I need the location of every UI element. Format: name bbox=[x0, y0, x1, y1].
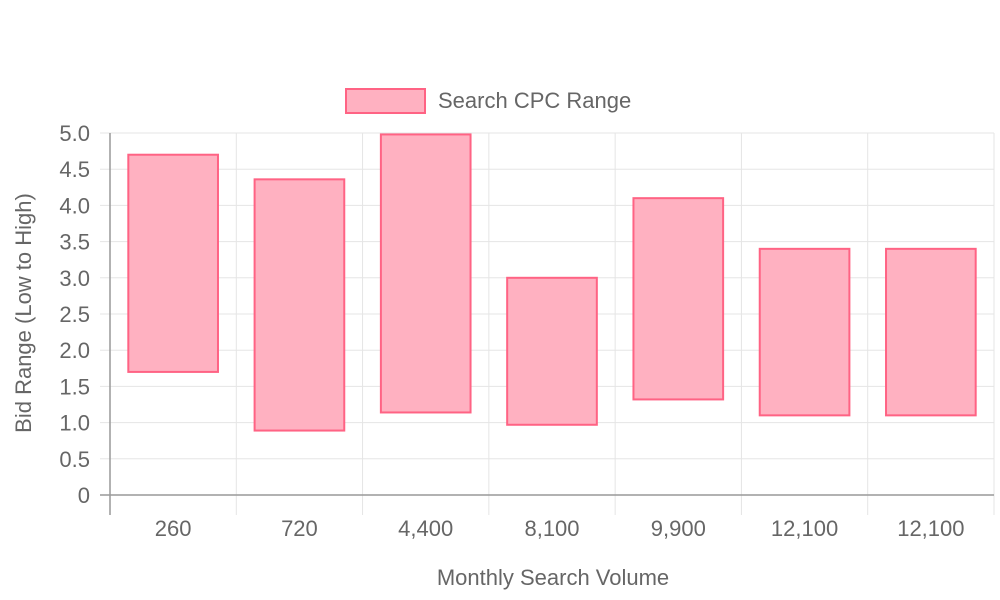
y-tick-label: 3.5 bbox=[59, 230, 90, 255]
x-tick-label: 8,100 bbox=[524, 516, 579, 541]
y-tick-label: 1.5 bbox=[59, 374, 90, 399]
legend-swatch[interactable] bbox=[345, 88, 426, 114]
y-tick-label: 5.0 bbox=[59, 121, 90, 146]
y-tick-label: 1.0 bbox=[59, 411, 90, 436]
x-tick-label: 720 bbox=[281, 516, 318, 541]
range-bar[interactable] bbox=[885, 247, 977, 417]
bars bbox=[127, 133, 977, 432]
y-tick-label: 4.0 bbox=[59, 193, 90, 218]
x-tick-label: 9,900 bbox=[651, 516, 706, 541]
y-axis-title: Bid Range (Low to High) bbox=[11, 193, 36, 433]
y-tick-label: 2.5 bbox=[59, 302, 90, 327]
legend-label[interactable]: Search CPC Range bbox=[438, 88, 631, 113]
x-tick-label: 260 bbox=[155, 516, 192, 541]
range-bar[interactable] bbox=[758, 247, 851, 417]
y-tick-label: 0.5 bbox=[59, 447, 90, 472]
axes bbox=[100, 133, 994, 515]
range-bar[interactable] bbox=[506, 276, 598, 426]
x-tick-label: 12,100 bbox=[771, 516, 838, 541]
legend[interactable]: Search CPC Range bbox=[345, 88, 631, 114]
range-bar[interactable] bbox=[379, 133, 472, 414]
range-bar[interactable] bbox=[127, 153, 219, 373]
x-tick-label: 12,100 bbox=[897, 516, 964, 541]
range-bar[interactable] bbox=[253, 178, 346, 432]
y-tick-label: 0 bbox=[78, 483, 90, 508]
y-tick-label: 3.0 bbox=[59, 266, 90, 291]
range-bar[interactable] bbox=[632, 197, 725, 401]
y-tick-label: 2.0 bbox=[59, 338, 90, 363]
tick-labels: 0 0.5 1.0 1.5 2.0 2.5 3.0 3.5 4.0 4.5 5.0 260 720 4,4… bbox=[59, 121, 964, 541]
x-axis-title: Monthly Search Volume bbox=[437, 565, 669, 590]
y-tick-label: 4.5 bbox=[59, 157, 90, 182]
x-tick-label: 4,400 bbox=[398, 516, 453, 541]
